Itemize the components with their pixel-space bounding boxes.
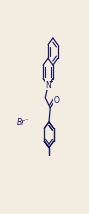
Text: Br: Br — [17, 117, 25, 126]
Text: N: N — [45, 81, 51, 90]
Text: +: + — [48, 79, 53, 84]
Text: O: O — [54, 96, 59, 105]
Text: ⁻: ⁻ — [25, 118, 28, 124]
